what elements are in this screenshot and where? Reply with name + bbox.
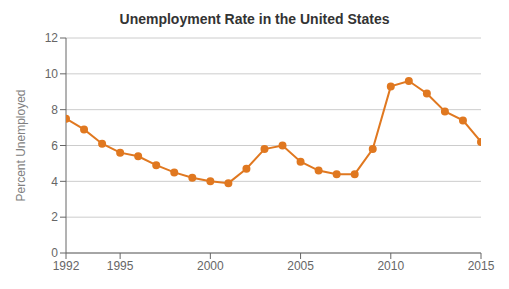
svg-text:1992: 1992 xyxy=(53,259,80,273)
svg-text:2000: 2000 xyxy=(197,259,224,273)
svg-text:2: 2 xyxy=(51,210,58,224)
svg-text:6: 6 xyxy=(51,139,58,153)
svg-text:10: 10 xyxy=(45,67,59,81)
svg-text:2010: 2010 xyxy=(377,259,404,273)
svg-text:2005: 2005 xyxy=(287,259,314,273)
svg-text:8: 8 xyxy=(51,103,58,117)
svg-text:12: 12 xyxy=(45,31,59,45)
svg-text:1995: 1995 xyxy=(107,259,134,273)
svg-text:4: 4 xyxy=(51,175,58,189)
html-text:Unemployment Rate in the Unite: Unemployment Rate in the United States xyxy=(119,11,390,27)
svg-text:0: 0 xyxy=(51,246,58,260)
svg-text:Percent Unemployed: Percent Unemployed xyxy=(14,89,28,201)
svg-text:2015: 2015 xyxy=(468,259,495,273)
